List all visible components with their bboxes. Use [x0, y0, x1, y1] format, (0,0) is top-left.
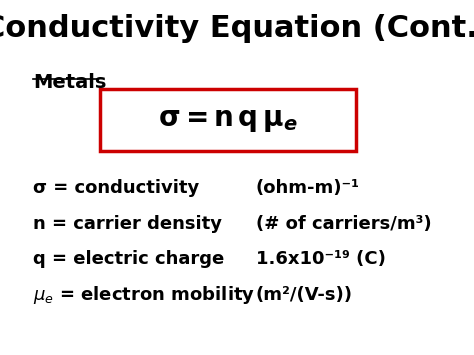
Text: Conductivity Equation (Cont.): Conductivity Equation (Cont.)	[0, 14, 474, 43]
Text: (# of carriers/m³): (# of carriers/m³)	[256, 215, 432, 233]
Text: q = electric charge: q = electric charge	[33, 250, 224, 268]
Text: 1.6x10⁻¹⁹ (C): 1.6x10⁻¹⁹ (C)	[256, 250, 386, 268]
Text: n = carrier density: n = carrier density	[33, 215, 222, 233]
Text: $\mu_e$ = electron mobility: $\mu_e$ = electron mobility	[33, 284, 255, 306]
Text: σ = conductivity: σ = conductivity	[33, 179, 200, 197]
Text: (ohm-m)⁻¹: (ohm-m)⁻¹	[256, 179, 360, 197]
Text: Metals: Metals	[33, 73, 107, 92]
Text: (m²/(V-s)): (m²/(V-s))	[256, 286, 353, 304]
Text: $\mathbf{\sigma = n\,q\,\mu}_{\boldsymbol{e}}$: $\mathbf{\sigma = n\,q\,\mu}_{\boldsymbo…	[158, 106, 297, 133]
FancyBboxPatch shape	[100, 89, 356, 151]
